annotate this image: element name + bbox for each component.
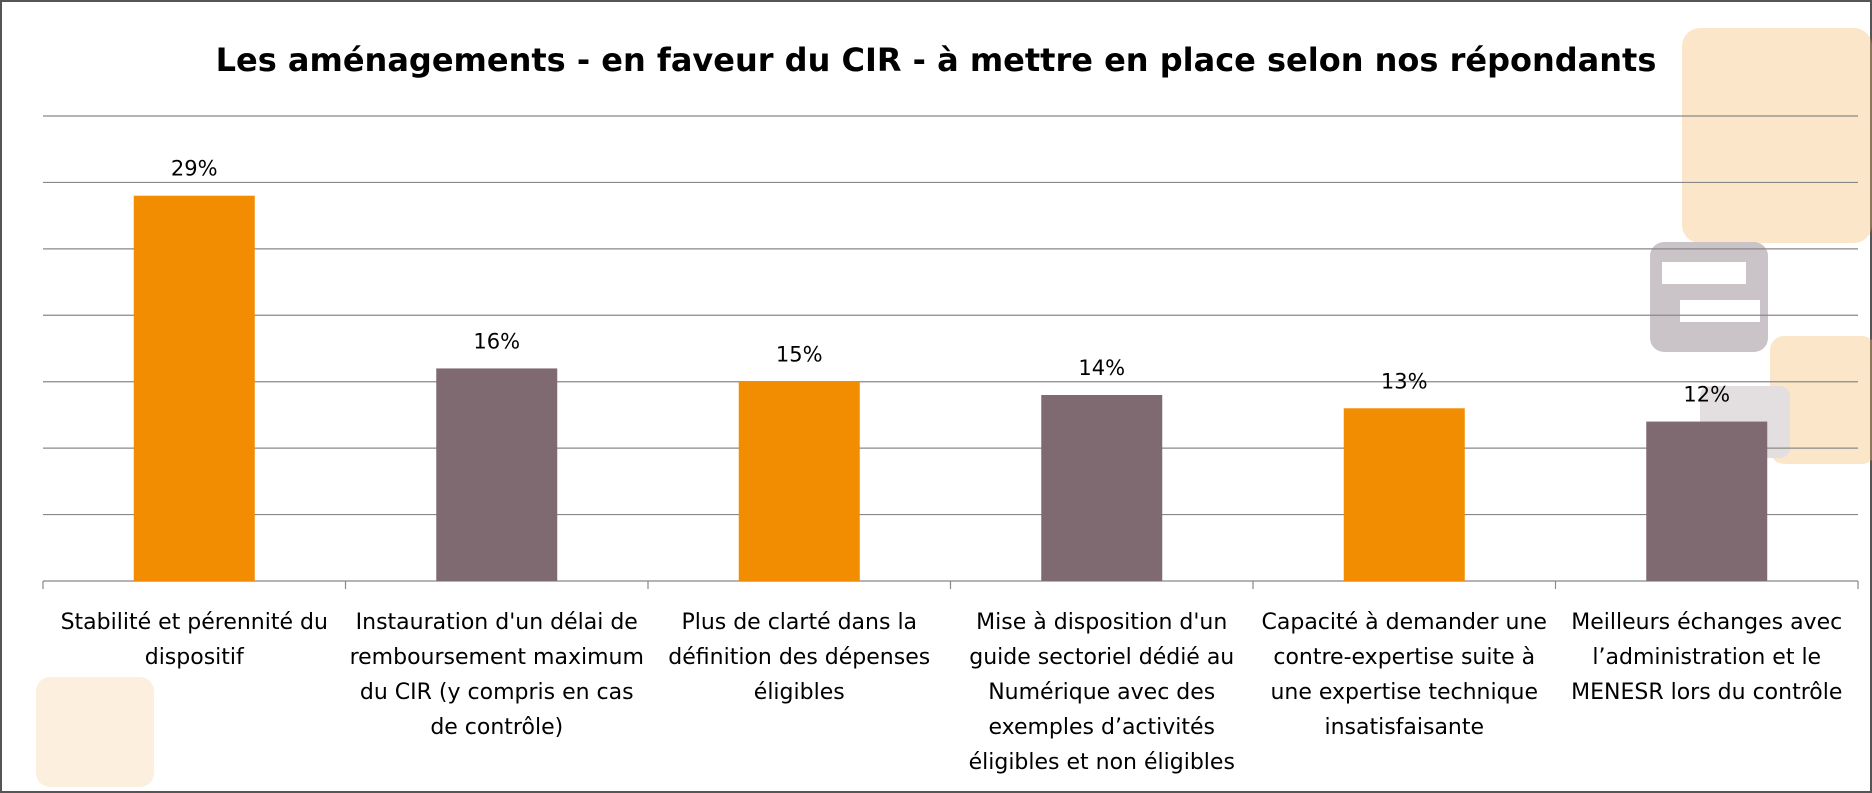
chart-title: Les aménagements - en faveur du CIR - à …	[216, 41, 1657, 79]
value-label: 12%	[1683, 383, 1730, 407]
value-label: 14%	[1078, 356, 1125, 380]
x-tick-label: Capacité à demander une contre-expertise…	[1261, 610, 1547, 740]
value-label: 15%	[776, 343, 823, 367]
x-tick-label: Meilleurs échanges avec l’administration…	[1571, 610, 1843, 705]
value-label: 29%	[171, 157, 218, 181]
value-label: 16%	[473, 329, 520, 353]
x-tick-label: Instauration d'un délai de remboursement…	[349, 610, 644, 740]
bar	[738, 381, 860, 581]
bar	[1646, 421, 1768, 581]
bar	[436, 368, 558, 581]
bar	[1041, 395, 1163, 581]
x-tick-label: Mise à disposition d'un guide sectoriel …	[968, 610, 1235, 775]
x-tick-label: Stabilité et pérennité du dispositif	[60, 610, 328, 670]
value-label: 13%	[1381, 369, 1428, 393]
logo	[36, 28, 1872, 787]
x-tick-label: Plus de clarté dans la définition des dé…	[668, 610, 931, 705]
bar	[1343, 408, 1465, 581]
bar	[133, 195, 255, 581]
